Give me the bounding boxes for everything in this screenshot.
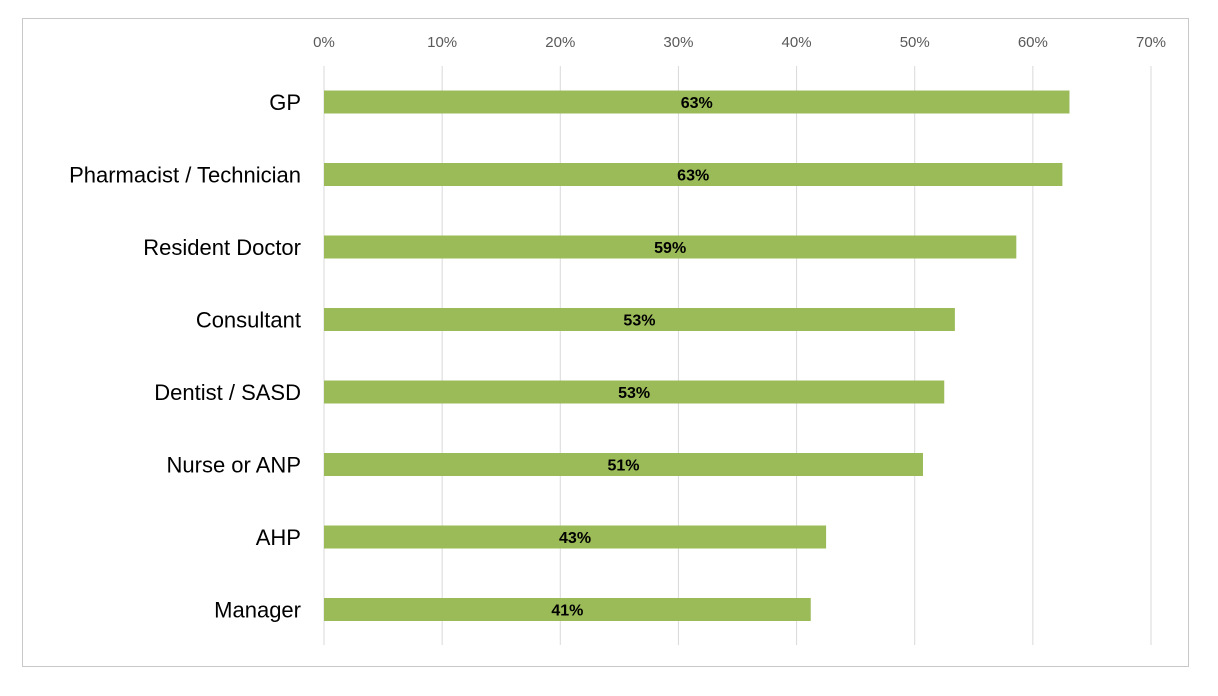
x-tick-label: 10% [427, 34, 457, 51]
x-tick-label: 60% [1018, 34, 1048, 51]
x-tick-label: 50% [900, 34, 930, 51]
data-label: 63% [677, 168, 709, 185]
category-label: Resident Doctor [143, 235, 301, 260]
category-label: Dentist / SASD [154, 380, 301, 405]
category-label: Nurse or ANP [167, 453, 302, 478]
bar [324, 163, 1063, 186]
data-label: 59% [654, 240, 686, 257]
bar [324, 308, 955, 331]
x-tick-label: 0% [313, 34, 335, 51]
category-label: AHP [256, 525, 301, 550]
x-tick-label: 70% [1136, 34, 1166, 51]
bar [324, 525, 827, 549]
data-label: 51% [607, 458, 639, 475]
bar [324, 235, 1017, 259]
chart-frame [22, 18, 1189, 667]
bar [324, 90, 1070, 114]
x-axis-ticks: 0% 10% 20% 30% 40% 50% 60% 70% [313, 34, 1166, 51]
data-labels: 63% 63% 59% 53% 53% 51% 43% 41% [551, 95, 712, 620]
bar [324, 598, 811, 621]
x-tick-label: 40% [782, 34, 812, 51]
category-label: GP [269, 90, 301, 115]
data-label: 53% [623, 313, 655, 330]
data-label: 43% [559, 530, 591, 547]
data-label: 63% [681, 95, 713, 112]
category-label: Manager [214, 598, 301, 623]
bar [324, 380, 945, 404]
x-tick-label: 30% [663, 34, 693, 51]
bar [324, 453, 923, 476]
category-label: Pharmacist / Technician [69, 163, 301, 188]
category-labels: GP Pharmacist / Technician Resident Doctor… [69, 90, 301, 623]
x-tick-label: 20% [545, 34, 575, 51]
bars [324, 90, 1070, 621]
data-label: 53% [618, 385, 650, 402]
gridlines [323, 66, 1152, 645]
data-label: 41% [551, 603, 583, 620]
category-label: Consultant [196, 308, 301, 333]
